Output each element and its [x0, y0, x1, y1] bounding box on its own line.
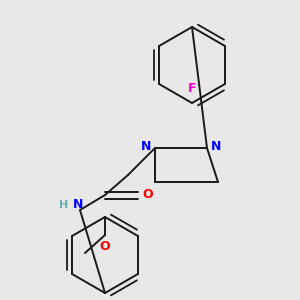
Text: N: N: [211, 140, 221, 152]
Text: O: O: [100, 240, 110, 253]
Text: H: H: [59, 200, 68, 210]
Text: O: O: [143, 188, 153, 202]
Text: F: F: [188, 82, 196, 95]
Text: N: N: [141, 140, 151, 152]
Text: N: N: [73, 199, 83, 212]
